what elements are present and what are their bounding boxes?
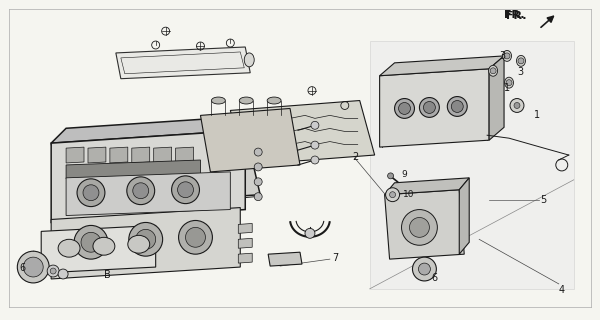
Circle shape <box>514 102 520 108</box>
Polygon shape <box>385 178 469 195</box>
Circle shape <box>179 220 212 254</box>
Text: 10: 10 <box>403 190 414 199</box>
Polygon shape <box>268 252 302 266</box>
Circle shape <box>504 53 510 59</box>
Ellipse shape <box>211 97 226 104</box>
Circle shape <box>17 251 49 283</box>
Polygon shape <box>66 172 230 215</box>
Polygon shape <box>88 147 106 163</box>
Circle shape <box>395 99 415 118</box>
Circle shape <box>490 68 496 74</box>
Circle shape <box>424 101 436 113</box>
Text: 1: 1 <box>504 83 510 92</box>
Polygon shape <box>41 225 155 273</box>
Circle shape <box>74 225 108 259</box>
Circle shape <box>83 185 99 201</box>
Ellipse shape <box>505 77 514 88</box>
Text: 4: 4 <box>559 285 565 295</box>
Text: 9: 9 <box>401 170 407 180</box>
Polygon shape <box>51 130 245 222</box>
Polygon shape <box>51 116 260 143</box>
FancyArrowPatch shape <box>541 16 553 27</box>
Ellipse shape <box>267 97 281 104</box>
Text: 3: 3 <box>517 67 523 77</box>
Circle shape <box>506 80 512 86</box>
Circle shape <box>77 179 105 207</box>
Circle shape <box>254 163 262 171</box>
Circle shape <box>448 97 467 116</box>
Circle shape <box>412 257 436 281</box>
Circle shape <box>518 58 524 64</box>
Polygon shape <box>238 253 252 263</box>
Circle shape <box>388 173 394 179</box>
Text: 7: 7 <box>332 253 338 263</box>
Polygon shape <box>132 147 149 163</box>
Ellipse shape <box>93 237 115 255</box>
Polygon shape <box>238 238 252 248</box>
Circle shape <box>254 148 262 156</box>
Circle shape <box>398 102 410 114</box>
Circle shape <box>510 99 524 112</box>
Polygon shape <box>459 178 469 254</box>
Text: B: B <box>104 270 110 280</box>
Circle shape <box>389 192 395 198</box>
Polygon shape <box>380 69 489 147</box>
Polygon shape <box>230 100 374 165</box>
Circle shape <box>81 232 101 252</box>
Ellipse shape <box>488 65 497 76</box>
Polygon shape <box>380 56 504 76</box>
Polygon shape <box>176 147 193 163</box>
Polygon shape <box>154 147 172 163</box>
Circle shape <box>185 228 205 247</box>
Polygon shape <box>110 147 128 163</box>
Circle shape <box>254 193 262 201</box>
Circle shape <box>58 269 68 279</box>
Polygon shape <box>238 223 252 233</box>
Circle shape <box>178 182 193 198</box>
Text: 6: 6 <box>19 263 25 273</box>
Text: FR.: FR. <box>504 10 524 20</box>
Circle shape <box>254 178 262 186</box>
Circle shape <box>419 98 439 117</box>
Text: 6: 6 <box>431 273 437 283</box>
Circle shape <box>386 188 400 202</box>
Polygon shape <box>489 56 504 140</box>
Polygon shape <box>51 130 260 208</box>
Circle shape <box>409 218 430 237</box>
Circle shape <box>418 263 430 275</box>
Ellipse shape <box>58 239 80 257</box>
Circle shape <box>127 177 155 204</box>
Circle shape <box>311 121 319 129</box>
Circle shape <box>401 210 437 245</box>
Circle shape <box>172 176 199 204</box>
Circle shape <box>311 141 319 149</box>
Ellipse shape <box>128 235 149 253</box>
Circle shape <box>451 100 463 112</box>
Polygon shape <box>370 41 574 289</box>
Text: 2: 2 <box>352 152 358 162</box>
Circle shape <box>133 183 149 199</box>
Circle shape <box>136 229 155 249</box>
Circle shape <box>129 222 163 256</box>
Circle shape <box>311 156 319 164</box>
Ellipse shape <box>239 97 253 104</box>
Polygon shape <box>116 47 250 79</box>
Ellipse shape <box>244 53 254 67</box>
Circle shape <box>23 257 43 277</box>
Polygon shape <box>385 190 464 259</box>
Polygon shape <box>51 208 240 279</box>
Circle shape <box>305 228 315 238</box>
Text: 3: 3 <box>499 51 505 61</box>
Text: FR.: FR. <box>506 11 527 21</box>
Text: 5: 5 <box>540 195 546 205</box>
Circle shape <box>47 265 59 277</box>
Polygon shape <box>66 147 84 163</box>
Polygon shape <box>66 160 200 179</box>
Text: 1: 1 <box>534 110 540 120</box>
Ellipse shape <box>503 51 512 61</box>
Polygon shape <box>200 108 300 172</box>
Circle shape <box>50 268 56 274</box>
Ellipse shape <box>517 55 526 66</box>
